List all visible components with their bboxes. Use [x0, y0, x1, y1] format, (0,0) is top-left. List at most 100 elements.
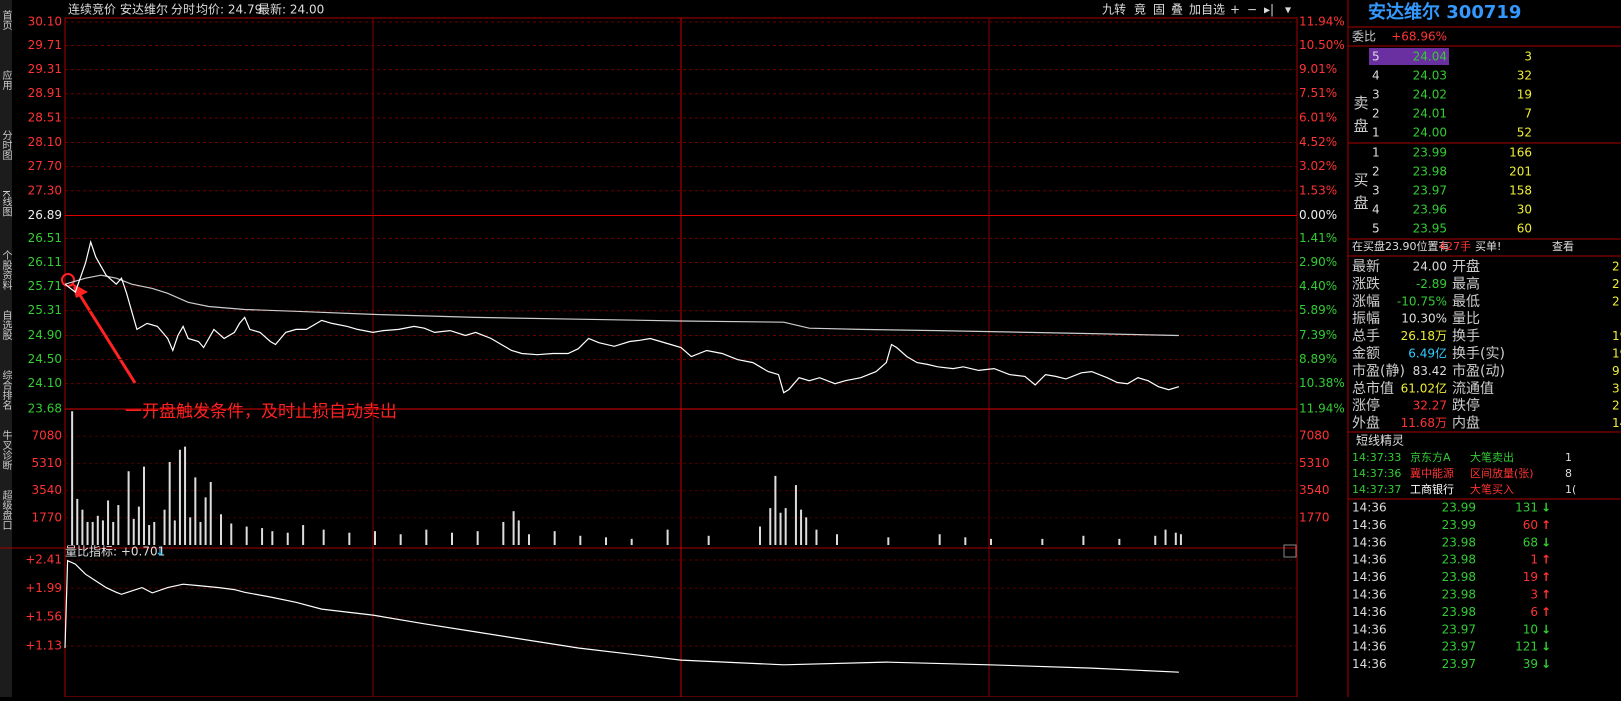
trade-arrow: ↑ [1541, 570, 1551, 584]
close-button[interactable] [1283, 544, 1297, 558]
stat-label: 最高 [1452, 275, 1480, 292]
pct-tick-label: 10.38% [1299, 376, 1345, 390]
pct-tick-label: 2.90% [1299, 255, 1337, 269]
trade-time: 14:36 [1352, 605, 1387, 619]
stat-value: 2 [1612, 294, 1620, 308]
trade-time: 14:36 [1352, 640, 1387, 654]
pct-tick-label: 10.50% [1299, 38, 1345, 52]
sidebar-tab[interactable]: 应用 [0, 69, 12, 91]
toolbar-button[interactable]: 加自选 [1189, 3, 1225, 17]
toolbar-button[interactable]: 叠 [1171, 3, 1183, 17]
sprite-cell: 冀中能源 [1410, 466, 1454, 480]
annotation-arrowhead [72, 283, 88, 298]
stock-title: 安达维尔 300719 [1368, 1, 1521, 23]
sidebar-tab[interactable]: 首页 [0, 9, 12, 31]
notice: 买单! [1475, 240, 1501, 253]
price: 23.99 [1413, 146, 1447, 160]
level: 2 [1372, 165, 1380, 179]
toolbar-button[interactable]: ▸| [1264, 3, 1274, 17]
trade-price: 23.97 [1442, 622, 1476, 636]
sidebar-tab[interactable]: 牛叉诊断 [0, 429, 12, 471]
toolbar-button[interactable]: 竟 [1134, 3, 1146, 17]
price-tick-label: 23.68 [28, 402, 62, 416]
level: 5 [1372, 222, 1380, 236]
side-label: 卖盘 [1352, 95, 1370, 141]
stat-value: 10.30% [1401, 312, 1447, 326]
sprite-cell: 区间放量(张) [1470, 466, 1534, 480]
average-line [64, 274, 1179, 337]
toolbar-button[interactable]: − [1247, 3, 1257, 17]
sidebar-tab[interactable]: 自选股 [0, 309, 12, 341]
toolbar-button[interactable]: 固 [1153, 3, 1165, 17]
price: 23.97 [1413, 184, 1447, 198]
stat-label: 外盘 [1352, 415, 1380, 432]
stat-value: 6.49亿 [1408, 346, 1447, 361]
sidebar-tab[interactable]: K线图 [0, 190, 12, 217]
stat-value: 24.00 [1413, 260, 1447, 274]
side-label: 买盘 [1352, 172, 1370, 218]
stat-label: 最低 [1452, 294, 1480, 310]
price-tick-label: 25.31 [28, 303, 62, 317]
price-tick-label: 28.91 [28, 86, 62, 100]
stat-label: 最新 [1352, 259, 1380, 275]
trade-arrow: ↓ [1541, 622, 1551, 636]
price-line [64, 239, 1180, 394]
stat-value: -10.75% [1397, 294, 1447, 308]
pct-tick-label: 7.51% [1299, 86, 1337, 100]
trade-price: 23.98 [1442, 588, 1476, 602]
stat-value: 61.02亿 [1401, 380, 1447, 395]
sidebar-tab[interactable]: 个股资料 [0, 250, 12, 291]
price-tick-label: 29.71 [28, 38, 62, 52]
level: 1 [1372, 146, 1380, 160]
level: 2 [1372, 107, 1380, 121]
stat-value: -2.89 [1416, 277, 1447, 291]
volume-tick-label: 3540 [1299, 483, 1330, 497]
ratio-tick-label: +1.13 [25, 638, 62, 652]
stat-value: 2 [1612, 277, 1620, 291]
toolbar-button[interactable]: 九转 [1102, 2, 1126, 17]
stat-value: 26.18万 [1401, 329, 1447, 343]
stat-value: 32.27 [1413, 399, 1447, 413]
stat-value: 2 [1612, 399, 1620, 413]
stat-value: 83.42 [1413, 364, 1447, 378]
sidebar-tab[interactable]: 综合排名 [0, 369, 12, 411]
quantity: 52 [1517, 126, 1532, 140]
volume-tick-label: 5310 [31, 456, 62, 470]
sprite-cell: 8 [1565, 467, 1572, 480]
stat-label: 换手 [1452, 328, 1480, 345]
trade-arrow: ↑ [1541, 518, 1551, 532]
quantity: 60 [1517, 222, 1532, 236]
stat-label: 振幅 [1352, 311, 1380, 327]
header-text: 连续竞价 [68, 2, 116, 17]
price-tick-label: 24.10 [28, 376, 62, 390]
price-tick-label: 30.10 [28, 15, 62, 29]
stat-label: 量比 [1452, 311, 1480, 327]
trade-volume: 1 [1530, 553, 1538, 567]
sidebar-tab[interactable]: 分时图 [0, 130, 12, 161]
trade-volume: 3 [1530, 588, 1538, 602]
highlight [1369, 48, 1449, 65]
sidebar-tab[interactable]: 超级盘口 [0, 489, 12, 530]
toolbar-button[interactable]: ▾ [1285, 3, 1291, 17]
level: 3 [1372, 88, 1380, 102]
volume-tick-label: 1770 [1299, 510, 1330, 524]
pct-tick-label: 1.41% [1299, 231, 1337, 245]
quantity: 7 [1524, 107, 1532, 121]
stat-value: 11.68万 [1401, 416, 1447, 430]
stat-label: 流通值 [1452, 381, 1494, 397]
stat-label: 总市值 [1352, 380, 1394, 397]
sprite-cell: 14:37:37 [1352, 483, 1401, 496]
stat-value: 31. [1612, 381, 1621, 395]
price: 24.01 [1413, 107, 1447, 121]
price-tick-label: 25.71 [28, 279, 62, 293]
trade-time: 14:36 [1352, 622, 1387, 636]
pct-tick-label: 3.02% [1299, 159, 1337, 173]
header-text: 最新: 24.00 [258, 2, 324, 17]
stat-label: 涨停 [1352, 397, 1380, 414]
notice: 在买盘23.90位置有 [1352, 239, 1450, 253]
toolbar-button[interactable]: + [1230, 3, 1240, 17]
price-tick-label: 24.50 [28, 352, 62, 366]
ratio-tick-label: +1.99 [25, 581, 62, 595]
section-title: 短线精灵 [1356, 434, 1404, 448]
